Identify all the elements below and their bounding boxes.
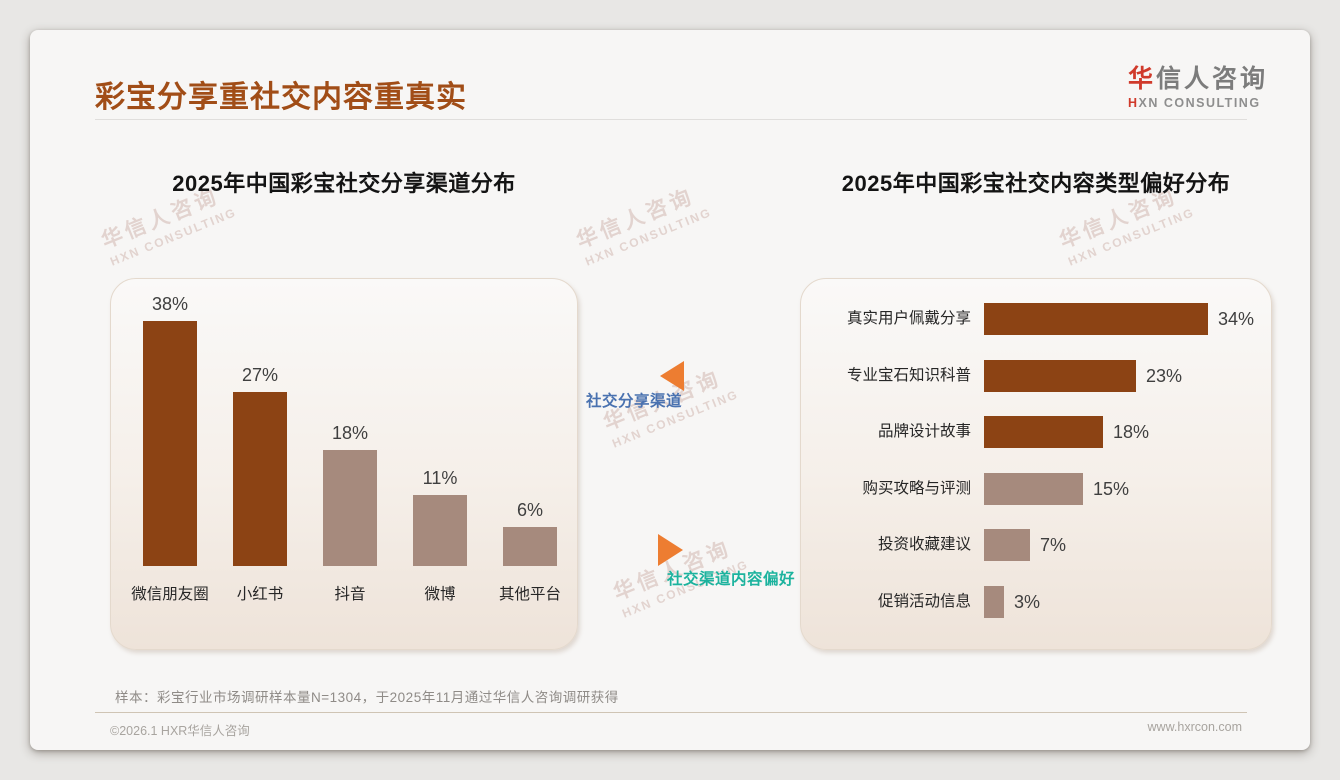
bar-value-label: 11% [422,468,458,488]
bar-category-label: 抖音 [334,586,366,603]
bar-category-label: 专业宝石知识科普 [846,367,971,384]
copyright-text: ©2026.1 HXR华信人咨询 [110,724,250,738]
bar-value-label: 3% [1014,592,1041,612]
hbar-专业宝石知识科普 [984,360,1136,392]
annotation-content-preference: 社交渠道内容偏好 [667,571,796,588]
bar-value-label: 27% [241,365,279,385]
left-arrow-icon [660,361,684,391]
company-logo: 华信人咨询 HXN CONSULTING [1127,65,1268,110]
hbar-投资收藏建议 [984,529,1030,561]
footer-divider [95,712,1247,713]
page-title: 彩宝分享重社交内容重真实 [95,81,467,114]
hbar-真实用户佩戴分享 [984,303,1208,335]
slide-card: 华信人咨询 HXN CONSULTING 华信人咨询 HXN CONSULTING … [30,30,1310,750]
bar-category-label: 微博 [424,586,456,603]
annotation-sharing-channels: 社交分享渠道 [586,393,683,410]
vbar-微博 [413,495,467,566]
logo-chinese-name: 华信人咨询 [1127,65,1268,93]
website-url: www.hxrcon.com [1147,720,1242,734]
vbar-小红书 [233,392,287,566]
bar-value-label: 18% [1113,422,1150,442]
bar-value-label: 34% [1218,309,1255,329]
vbar-微信朋友圈 [143,321,197,566]
bar-category-label: 其他平台 [498,586,561,603]
bar-value-label: 6% [516,500,543,520]
bar-category-label: 促销活动信息 [877,593,971,610]
right-arrow-icon [658,534,683,566]
right-chart-panel: 真实用户佩戴分享 34% 专业宝石知识科普 23% 品牌设计故事 18% 购买攻略与评测 15… [800,278,1272,650]
left-chart-title: 2025年中国彩宝社交分享渠道分布 [172,171,516,196]
sample-note: 样本：彩宝行业市场调研样本量N=1304，于2025年11月通过华信人咨询调研获… [115,690,619,705]
left-chart-panel: 38% 微信朋友圈 27% 小红书 18% 抖音 11% 微博 6% 其他平台 [110,278,578,650]
bar-category-label: 真实用户佩戴分享 [846,310,971,327]
bar-value-label: 15% [1093,479,1130,499]
bar-category-label: 微信朋友圈 [131,586,209,603]
bar-value-label: 23% [1146,366,1183,386]
hbar-促销活动信息 [984,586,1004,618]
bar-category-label: 投资收藏建议 [877,536,971,553]
bar-category-label: 品牌设计故事 [877,423,971,440]
bar-value-label: 18% [331,423,369,443]
bar-value-label: 7% [1040,535,1067,555]
bar-value-label: 38% [151,294,189,314]
hbar-购买攻略与评测 [984,473,1083,505]
vbar-其他平台 [503,527,557,566]
bar-category-label: 购买攻略与评测 [862,480,971,497]
logo-english-name: HXN CONSULTING [1127,95,1261,110]
hbar-品牌设计故事 [984,416,1103,448]
right-chart-title: 2025年中国彩宝社交内容类型偏好分布 [841,171,1231,196]
header-divider [95,119,1247,120]
bar-category-label: 小红书 [236,586,284,603]
vbar-抖音 [323,450,377,566]
